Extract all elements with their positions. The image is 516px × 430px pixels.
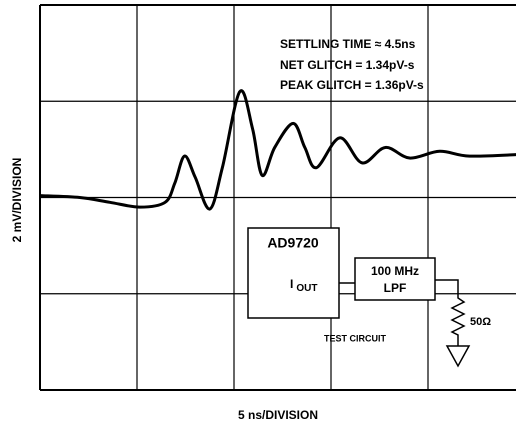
resistor <box>435 279 466 346</box>
waveform-group <box>39 89 516 211</box>
chip-box <box>247 227 340 319</box>
annotation: SETTLING TIME ≈ 4.5ns <box>280 37 416 51</box>
y-axis-label: 2 mV/DIVISION <box>10 158 24 243</box>
grid <box>40 5 516 390</box>
output-main: I <box>290 277 293 291</box>
waveform <box>39 89 516 211</box>
load-label: 50Ω <box>470 316 491 328</box>
output-label: I OUT <box>290 277 317 293</box>
filter-freq: 100 MHz <box>371 264 419 278</box>
plot-frame <box>39 4 516 391</box>
circuit-title: TEST CIRCUIT <box>324 333 387 343</box>
filter-box <box>354 257 436 301</box>
ground <box>445 345 471 368</box>
output-sub: OUT <box>296 283 317 294</box>
x-axis-label: 5 ns/DIVISION <box>238 408 318 422</box>
filter-type: LPF <box>384 281 407 295</box>
annotation: PEAK GLITCH = 1.36pV-s <box>280 78 424 92</box>
test-circuit: AD9720 I OUT 100 MHz LPF 50Ω TEST CIRCUIT <box>247 227 491 368</box>
chip-label: AD9720 <box>267 235 319 251</box>
annotation: NET GLITCH = 1.34pV-s <box>280 58 415 72</box>
